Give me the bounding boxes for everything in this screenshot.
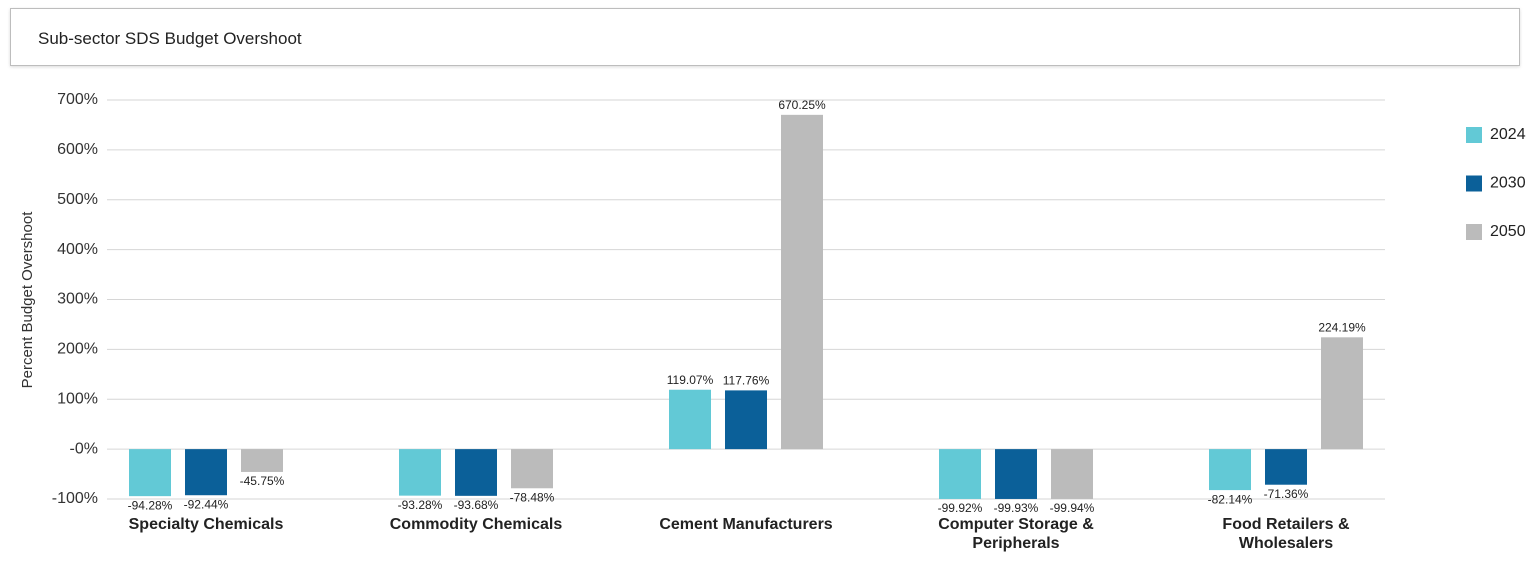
legend-swatch xyxy=(1466,224,1482,240)
data-label: -94.28% xyxy=(128,498,173,512)
x-tick-label: Food Retailers & Wholesalers xyxy=(1222,516,1350,552)
y-tick-label: -0% xyxy=(70,440,98,457)
y-tick-label: 500% xyxy=(57,191,98,208)
bar xyxy=(1209,449,1251,491)
bar xyxy=(1265,449,1307,485)
bar xyxy=(241,449,283,472)
legend-label: 2024 xyxy=(1490,126,1526,143)
data-label: -78.48% xyxy=(510,490,555,504)
data-label: -93.28% xyxy=(398,498,443,512)
bar xyxy=(511,449,553,489)
x-tick-label: Specialty Chemicals xyxy=(128,516,284,533)
data-label: -99.93% xyxy=(994,501,1039,515)
y-tick-label: 600% xyxy=(57,141,98,158)
bar xyxy=(1051,449,1093,499)
legend-swatch xyxy=(1466,175,1482,192)
x-tick-label: Cement Manufacturers xyxy=(659,516,833,533)
legend-label: 2030 xyxy=(1490,175,1526,192)
data-label: -45.75% xyxy=(240,474,285,488)
bar xyxy=(995,449,1037,499)
x-tick-label: Commodity Chemicals xyxy=(389,516,563,533)
chart-title: Sub-sector SDS Budget Overshoot xyxy=(38,29,302,48)
bar xyxy=(781,114,823,450)
legend-label: 2050 xyxy=(1490,223,1526,240)
data-label: 670.25% xyxy=(778,98,826,112)
y-tick-label: -100% xyxy=(52,490,98,507)
data-label: 117.76% xyxy=(723,374,770,388)
x-tick-label: Computer Storage & Peripherals xyxy=(938,516,1094,552)
data-label: -99.92% xyxy=(938,501,983,515)
bar xyxy=(1321,337,1363,450)
data-label: -99.94% xyxy=(1050,501,1095,515)
bar xyxy=(185,449,227,496)
bar xyxy=(129,449,171,497)
bar xyxy=(725,390,767,450)
y-tick-label: 200% xyxy=(57,341,98,358)
data-label: -82.14% xyxy=(1208,492,1253,506)
y-tick-label: 300% xyxy=(57,291,98,308)
header-card: Sub-sector SDS Budget Overshoot xyxy=(10,8,1520,66)
data-label: -71.36% xyxy=(1264,487,1309,501)
y-tick-label: 100% xyxy=(57,390,98,407)
y-tick-label: 700% xyxy=(57,91,98,108)
bar xyxy=(669,389,711,450)
y-tick-label: 400% xyxy=(57,241,98,258)
data-label: 119.07% xyxy=(667,373,714,387)
data-label: 224.19% xyxy=(1318,320,1366,334)
data-label: -92.44% xyxy=(184,497,229,511)
legend-swatch xyxy=(1466,127,1482,143)
y-axis-label: Percent Budget Overshoot xyxy=(19,211,36,389)
bar xyxy=(939,449,981,499)
data-label: -93.68% xyxy=(454,498,499,512)
bar xyxy=(399,449,441,496)
bar xyxy=(455,449,497,496)
